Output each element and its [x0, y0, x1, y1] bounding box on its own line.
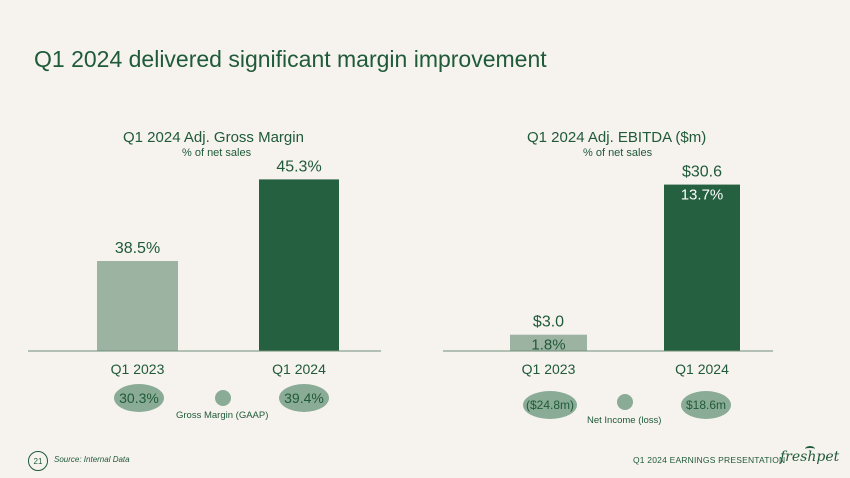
- bar-1-1: [664, 184, 740, 351]
- source-note: Source: Internal Data: [54, 455, 130, 464]
- footer-label: Q1 2024 EARNINGS PRESENTATION: [633, 455, 786, 465]
- bar-0-0: [97, 261, 178, 351]
- legend-dot-gross-margin: [215, 390, 231, 406]
- freshpet-logo: freshpet: [780, 449, 840, 465]
- bar-1-0: [510, 334, 587, 351]
- net-income-q1-2024-pill: $18.6m: [681, 391, 731, 419]
- tick-label-0-1: Q1 2024: [272, 361, 326, 377]
- inner-label-1-1: 13.7%: [681, 187, 724, 204]
- value-label-0-1: 45.3%: [276, 158, 321, 175]
- chart-title-ebitda: Q1 2024 Adj. EBITDA ($m): [527, 129, 707, 146]
- chart-title-gross-margin: Q1 2024 Adj. Gross Margin: [123, 129, 304, 146]
- tick-label-1-0: Q1 2023: [522, 361, 576, 377]
- page-number: 21: [28, 451, 48, 471]
- tick-label-0-0: Q1 2023: [111, 361, 165, 377]
- tick-label-1-1: Q1 2024: [675, 361, 729, 377]
- legend-dot-net-income: [617, 394, 633, 410]
- value-label-1-1: $30.6: [682, 164, 722, 181]
- inner-label-1-0: 1.8%: [531, 337, 565, 354]
- value-label-1-0: $3.0: [533, 314, 564, 331]
- legend-label-net-income: Net Income (loss): [587, 415, 662, 426]
- bar-0-1: [259, 179, 339, 351]
- value-label-0-0: 38.5%: [115, 240, 160, 257]
- net-income-q1-2023-pill: ($24.8m): [523, 391, 577, 419]
- chart-subtitle-ebitda: % of net sales: [583, 147, 653, 159]
- page-title: Q1 2024 delivered significant margin imp…: [34, 46, 547, 72]
- legend-label-gross-margin: Gross Margin (GAAP): [176, 410, 269, 421]
- gross-margin-gaap-q1-2023-pill: 30.3%: [114, 384, 164, 412]
- logo-swoosh-icon: [805, 446, 815, 452]
- chart-subtitle-gross-margin: % of net sales: [182, 147, 252, 159]
- gross-margin-gaap-q1-2024-pill: 39.4%: [279, 384, 329, 412]
